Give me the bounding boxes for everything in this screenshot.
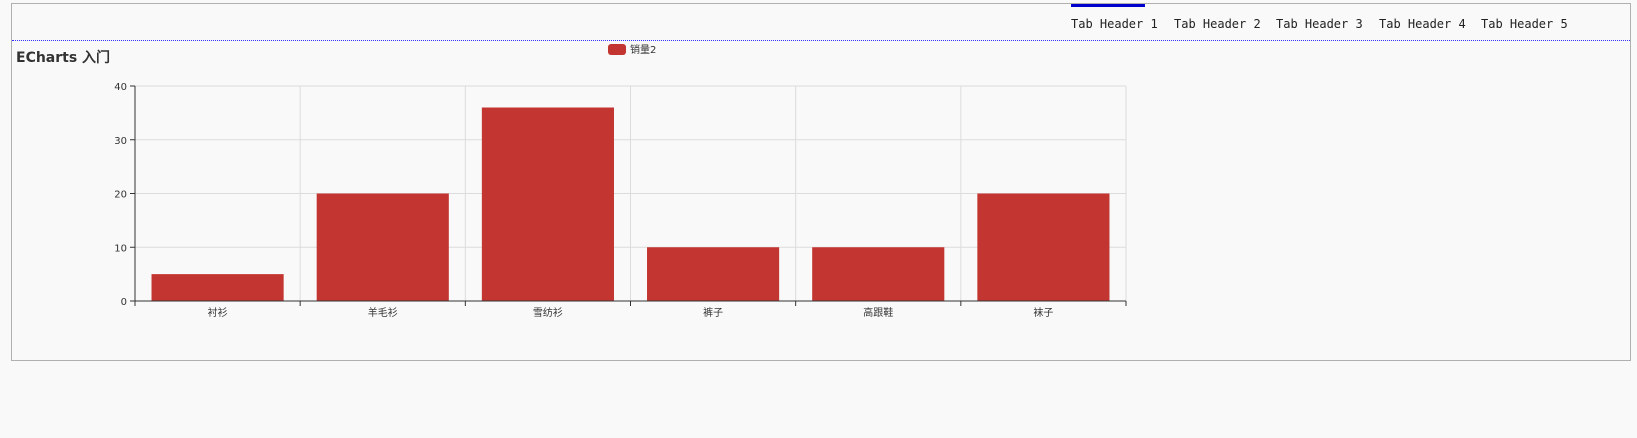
- tab-header-3[interactable]: Tab Header 3: [1276, 17, 1363, 31]
- tab-bar: Tab Header 1 Tab Header 2 Tab Header 3 T…: [12, 4, 1630, 41]
- tab-header-2[interactable]: Tab Header 2: [1174, 17, 1261, 31]
- x-tick-label: 裤子: [703, 306, 723, 319]
- y-tick-label: 0: [121, 297, 127, 308]
- legend-label: 销量2: [630, 43, 656, 56]
- x-tick-label: 雪纺衫: [533, 306, 563, 319]
- tab-header-4[interactable]: Tab Header 4: [1379, 17, 1466, 31]
- y-tick-label: 20: [114, 190, 127, 201]
- bar-4: [647, 247, 780, 301]
- bar-3: [481, 107, 614, 301]
- tab-header-5[interactable]: Tab Header 5: [1481, 17, 1568, 31]
- y-tick-label: 40: [114, 82, 127, 93]
- bar-2: [316, 193, 449, 301]
- bar-1: [151, 274, 284, 301]
- x-tick-label: 衬衫: [208, 306, 228, 319]
- y-tick-label: 10: [114, 243, 127, 254]
- legend-swatch: [608, 44, 626, 55]
- x-tick-label: 羊毛衫: [368, 306, 398, 319]
- tab-header-1[interactable]: Tab Header 1: [1071, 4, 1158, 40]
- bar-6: [977, 193, 1110, 301]
- x-tick-label: 袜子: [1033, 306, 1053, 319]
- chart-title: ECharts 入门: [16, 50, 111, 66]
- bar-5: [812, 247, 945, 301]
- y-tick-label: 30: [114, 136, 127, 147]
- x-tick-label: 高跟鞋: [863, 306, 893, 319]
